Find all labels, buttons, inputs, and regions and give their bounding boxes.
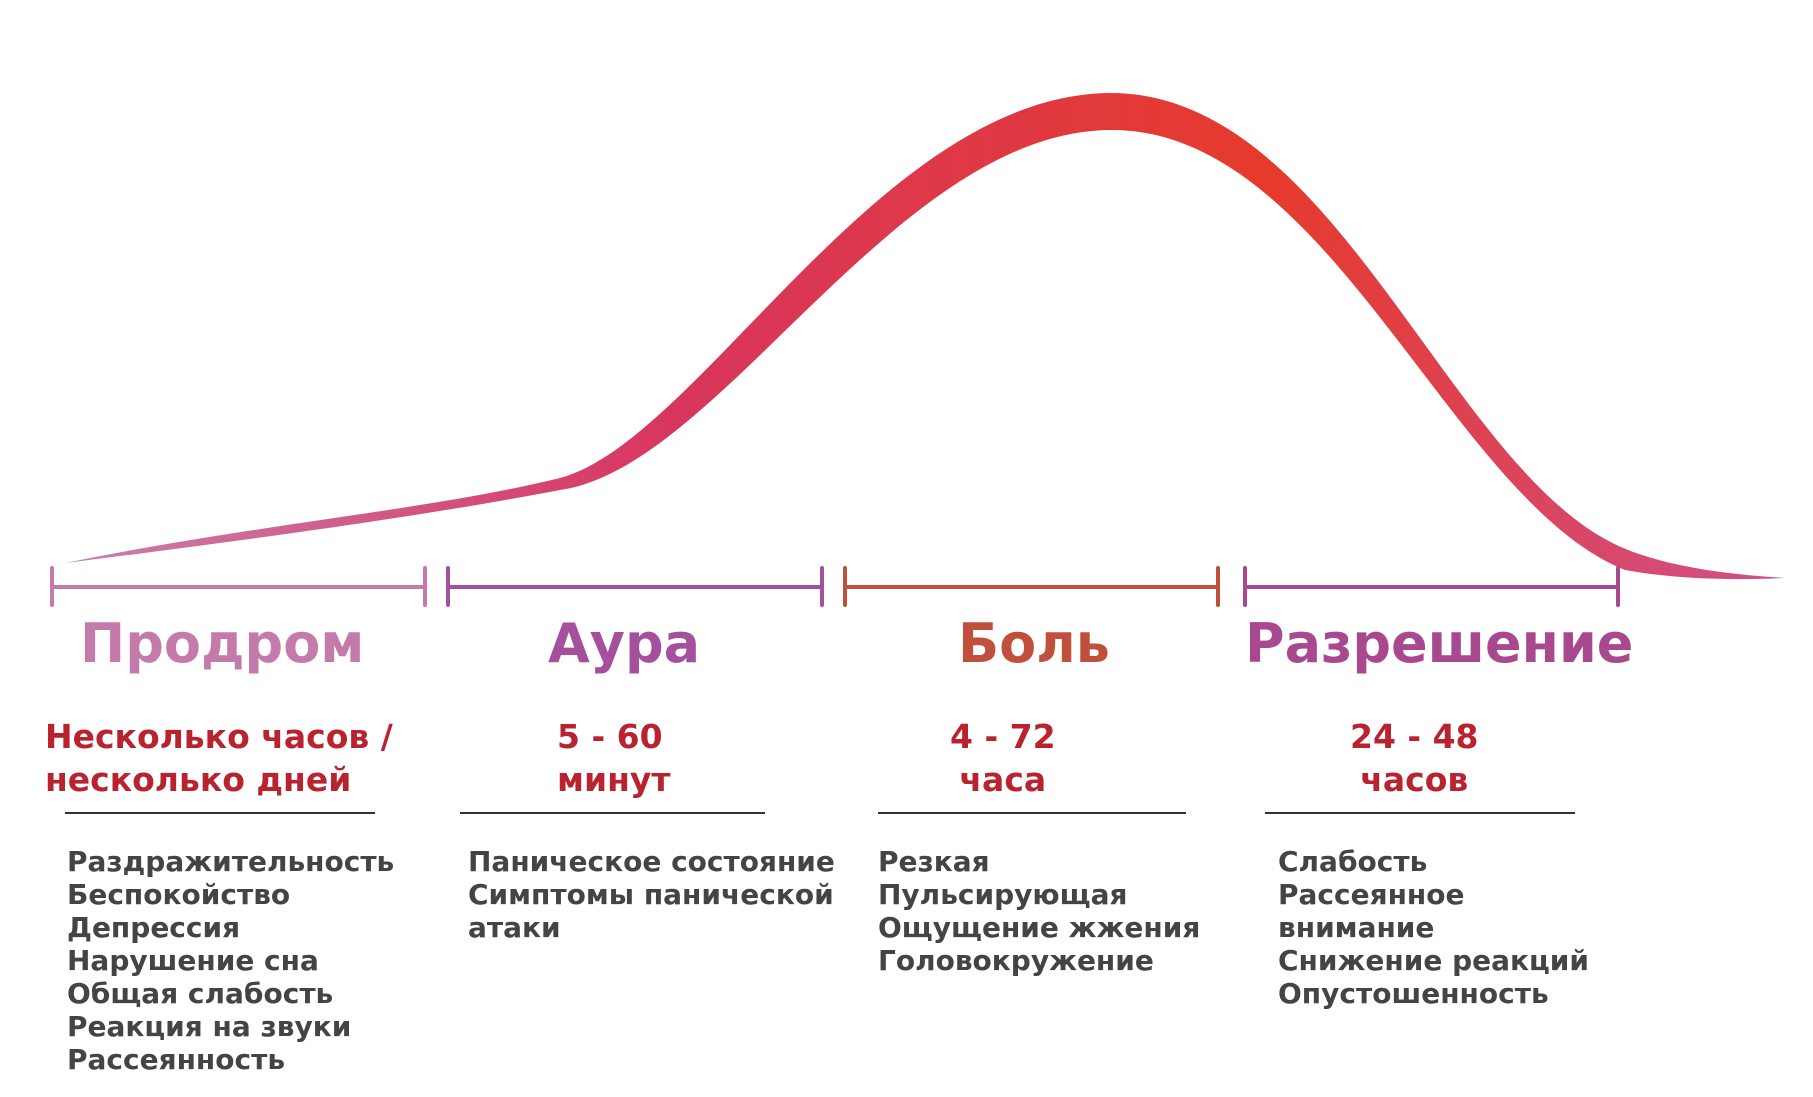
intensity-curve (65, 92, 1785, 580)
timeline-bar-prodrome (50, 566, 427, 607)
symptom-item: Реакция на звуки (67, 1010, 352, 1043)
symptom-item: Раздражительность (67, 845, 395, 878)
symptom-item: Рассеянное (1278, 878, 1465, 911)
symptom-list-aura: Паническое состояние Симптомы панической… (468, 845, 835, 944)
symptom-item: Слабость (1278, 845, 1428, 878)
symptom-item: Нарушение сна (67, 944, 319, 977)
phase-title-pain: Боль (958, 612, 1110, 675)
duration-line: часов (1360, 760, 1469, 799)
symptom-item: Общая слабость (67, 977, 334, 1010)
divider-pain (878, 812, 1186, 814)
divider-resolution (1265, 812, 1575, 814)
phase-duration-resolution: 24 - 48 часов (1350, 715, 1479, 801)
timeline-bar-aura (446, 566, 824, 607)
phase-title-prodrome: Продром (80, 612, 365, 675)
duration-line: 24 - 48 (1350, 717, 1479, 756)
phase-duration-pain: 4 - 72 часа (950, 715, 1056, 801)
symptom-item: Паническое состояние (468, 845, 835, 878)
symptom-item: Рассеянность (67, 1043, 286, 1076)
symptom-item: Ощущение жжения (878, 911, 1201, 944)
symptom-item: Беспокойство (67, 878, 291, 911)
symptom-list-pain: Резкая Пульсирующая Ощущение жжения Голо… (878, 845, 1200, 977)
symptom-item: Симптомы панической (468, 878, 834, 911)
symptom-item: Депрессия (67, 911, 241, 944)
phase-duration-prodrome: Несколько часов / несколько дней (45, 715, 393, 801)
symptom-item: внимание (1278, 911, 1435, 944)
symptom-list-prodrome: Раздражительность Беспокойство Депрессия… (67, 845, 394, 1076)
symptom-item: атаки (468, 911, 561, 944)
timeline-bar-resolution (1243, 566, 1620, 607)
symptom-item: Пульсирующая (878, 878, 1128, 911)
phase-title-resolution: Разрешение (1245, 612, 1634, 675)
duration-line: минут (557, 760, 671, 799)
phase-duration-aura: 5 - 60 минут (557, 715, 671, 801)
duration-line: несколько дней (45, 760, 352, 799)
symptom-item: Опустошенность (1278, 977, 1549, 1010)
duration-line: 5 - 60 (557, 717, 663, 756)
symptom-item: Головокружение (878, 944, 1154, 977)
divider-aura (460, 812, 765, 814)
symptom-list-resolution: Слабость Рассеянное внимание Снижение ре… (1278, 845, 1589, 1010)
symptom-item: Снижение реакций (1278, 944, 1589, 977)
divider-prodrome (65, 812, 375, 814)
timeline-bar-pain (843, 566, 1220, 607)
duration-line: Несколько часов / (45, 717, 393, 756)
symptom-item: Резкая (878, 845, 990, 878)
phase-title-aura: Аура (548, 612, 701, 675)
duration-line: часа (959, 760, 1047, 799)
duration-line: 4 - 72 (950, 717, 1056, 756)
